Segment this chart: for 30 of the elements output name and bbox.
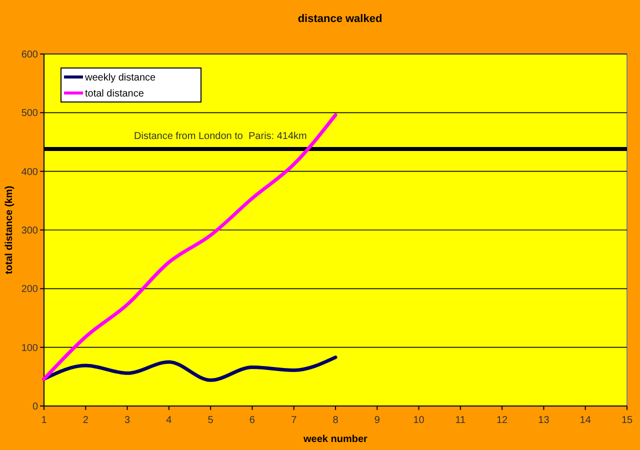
x-tick-label: 12 [496, 415, 508, 426]
x-tick-label: 8 [332, 415, 339, 426]
annotation: Distance from London to Paris: 414km [134, 131, 307, 142]
y-tick-label: 500 [21, 108, 38, 120]
x-axis-title: week number [302, 434, 368, 445]
x-tick-label: 6 [249, 415, 256, 426]
chart-title: distance walked [298, 13, 382, 25]
y-tick-label: 600 [21, 50, 38, 60]
line-series [42, 113, 338, 381]
x-tick-label: 15 [621, 415, 633, 426]
x-tick-label: 10 [413, 415, 425, 426]
y-axis-title: total distance (km) [4, 186, 15, 274]
line-series [42, 356, 338, 382]
y-tick-label: 100 [21, 342, 38, 354]
x-tick-label: 3 [124, 415, 131, 426]
y-tick-label: 400 [21, 166, 38, 178]
x-tick-label: 11 [455, 415, 466, 426]
y-tick-label: 200 [21, 284, 38, 296]
x-tick-label: 13 [538, 415, 550, 426]
x-tick-label: 5 [208, 415, 214, 426]
legend-label: weekly distance [84, 72, 156, 84]
y-tick-label: 300 [21, 226, 38, 236]
x-tick-label: 7 [291, 415, 298, 426]
x-tick-label: 9 [374, 415, 380, 426]
x-tick-label: 4 [166, 415, 172, 426]
x-tick-label: 14 [580, 415, 592, 426]
x-tick-label: 2 [82, 415, 89, 426]
legend-label: total distance [85, 88, 144, 100]
x-tick-label: 1 [41, 415, 48, 426]
y-tick-label: 0 [32, 402, 38, 412]
